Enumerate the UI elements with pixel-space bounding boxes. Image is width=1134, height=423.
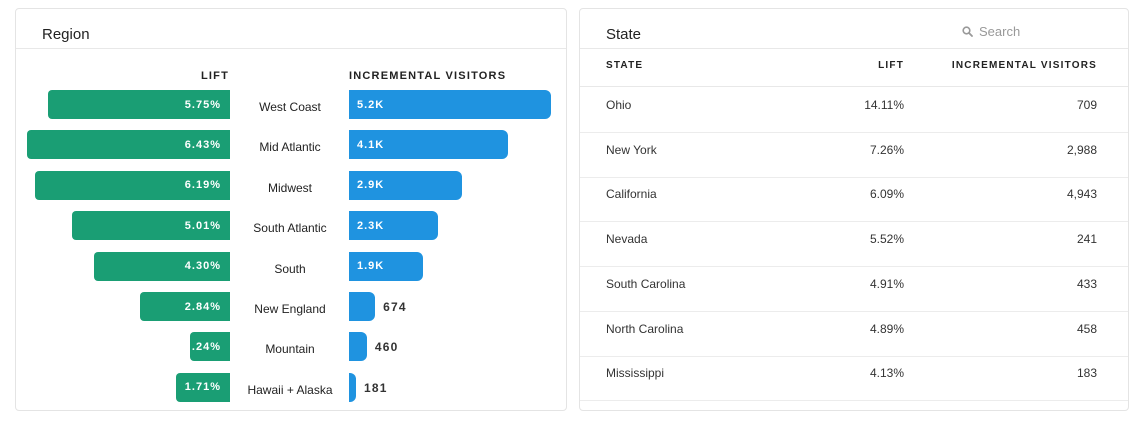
visitors-value-label: 2.3K — [357, 219, 385, 232]
visitors-bar[interactable]: 2.9K — [349, 170, 462, 200]
lift-cell: 7.26% — [869, 142, 904, 157]
region-row[interactable]: 6.43% Mid Atlantic 4.1K — [16, 130, 568, 160]
table-row[interactable]: Ohio 14.11% 709 — [580, 87, 1128, 133]
region-label: Midwest — [267, 180, 312, 195]
region-label: Hawaii + Alaska — [247, 382, 333, 397]
region-label: New England — [254, 302, 326, 316]
search-input[interactable]: Search — [962, 24, 1020, 39]
visitors-cell: 2,988 — [1066, 142, 1097, 157]
region-label: Mountain — [265, 342, 315, 357]
lift-bar[interactable]: 5.01% — [71, 211, 230, 241]
region-card: Region LIFT INCREMENTAL VISITORS 5.75% We… — [15, 8, 567, 411]
region-row[interactable]: 1.71% Hawaii + Alaska 181 — [16, 372, 568, 403]
region-label: West Coast — [259, 100, 321, 114]
state-card: State Search STATE LIFT INCREMENTAL VISI… — [579, 8, 1129, 411]
lift-value-label: 1.71% — [184, 381, 221, 394]
visitors-value-label: 674 — [383, 300, 407, 314]
visitors-cell: 4,943 — [1066, 187, 1097, 202]
table-row[interactable]: South Carolina 4.91% 433 — [580, 266, 1128, 312]
visitors-value-label: 181 — [364, 380, 388, 395]
lift-bar[interactable]: 2.84% — [140, 292, 230, 321]
visitors-bar[interactable]: 2.3K — [349, 211, 439, 241]
state-cell: Nevada — [606, 232, 648, 247]
visitors-cell: 709 — [1076, 98, 1097, 112]
visitors-bar[interactable] — [349, 292, 376, 321]
state-cell: California — [606, 187, 657, 202]
lift-cell: 4.91% — [869, 276, 904, 291]
lift-bar[interactable]: 4.30% — [94, 251, 230, 281]
state-cell: Mississippi — [606, 366, 665, 381]
table-row[interactable]: New York 7.26% 2,988 — [580, 132, 1128, 178]
region-label: Mid Atlantic — [259, 140, 321, 155]
lift-cell: 6.09% — [869, 187, 904, 202]
state-column-header[interactable]: STATE — [606, 60, 644, 71]
lift-value-label: 6.19% — [184, 179, 221, 192]
lift-value-label: 2.84% — [184, 300, 221, 313]
lift-cell: 14.11% — [864, 98, 904, 112]
lift-bar[interactable]: 6.19% — [34, 170, 230, 200]
lift-value-label: .24% — [191, 340, 221, 353]
region-row[interactable]: 5.75% West Coast 5.2K — [16, 90, 568, 120]
table-row[interactable]: Mississippi 4.13% 183 — [580, 355, 1128, 402]
region-label: South Atlantic — [253, 221, 327, 236]
lift-column-header[interactable]: LIFT — [878, 60, 904, 71]
region-row[interactable]: .24% Mountain 460 — [16, 332, 568, 362]
lift-value-label: 5.75% — [184, 98, 221, 111]
table-row[interactable]: North Carolina 4.89% 458 — [580, 311, 1128, 357]
lift-value-label: 5.01% — [184, 219, 221, 232]
visitors-bar[interactable] — [349, 372, 357, 402]
region-row[interactable]: 5.01% South Atlantic 2.3K — [16, 211, 568, 241]
lift-value-label: 6.43% — [184, 138, 221, 151]
state-title: State — [606, 26, 642, 43]
region-label: South — [274, 261, 306, 276]
lift-bar[interactable]: 5.75% — [48, 90, 230, 119]
visitors-cell: 183 — [1076, 366, 1097, 381]
lift-bar[interactable]: 6.43% — [27, 130, 230, 160]
state-cell: New York — [606, 142, 657, 157]
visitors-value-label: 5.2K — [357, 98, 385, 111]
visitors-cell: 458 — [1076, 321, 1097, 336]
visitors-bar[interactable]: 5.2K — [349, 90, 551, 119]
search-icon — [962, 26, 973, 37]
region-row[interactable]: 2.84% New England 674 — [16, 292, 568, 322]
lift-value-label: 4.30% — [184, 260, 221, 273]
table-row[interactable]: Nevada 5.52% 241 — [580, 221, 1128, 268]
visitors-bar[interactable]: 4.1K — [349, 130, 509, 160]
visitors-value-label: 2.9K — [357, 179, 385, 192]
visitors-value-label: 460 — [374, 340, 399, 355]
state-title-divider — [580, 48, 1128, 49]
lift-cell: 5.52% — [869, 232, 904, 247]
lift-cell: 4.13% — [869, 366, 904, 381]
lift-bar[interactable]: 1.71% — [176, 372, 230, 402]
lift-cell: 4.89% — [869, 321, 904, 336]
visitors-cell: 433 — [1076, 276, 1097, 291]
visitors-bar[interactable] — [349, 332, 367, 362]
search-placeholder: Search — [979, 24, 1021, 39]
table-row[interactable]: California 6.09% 4,943 — [580, 176, 1128, 223]
region-row[interactable]: 4.30% South 1.9K — [16, 251, 568, 282]
region-title-divider — [16, 48, 566, 49]
visitors-column-header[interactable]: INCREMENTAL VISITORS — [951, 60, 1097, 71]
visitors-bar[interactable]: 1.9K — [349, 251, 423, 281]
state-cell: Ohio — [606, 98, 632, 112]
visitors-cell: 241 — [1076, 232, 1097, 247]
visitors-column-header: INCREMENTAL VISITORS — [349, 70, 507, 82]
state-cell: South Carolina — [606, 276, 686, 291]
visitors-value-label: 4.1K — [357, 138, 385, 151]
visitors-value-label: 1.9K — [357, 260, 385, 273]
table-header-divider — [580, 86, 1128, 87]
region-row[interactable]: 6.19% Midwest 2.9K — [16, 170, 568, 201]
lift-column-header: LIFT — [201, 70, 230, 82]
lift-bar[interactable]: .24% — [190, 332, 230, 362]
region-title: Region — [42, 26, 90, 43]
state-cell: North Carolina — [606, 321, 684, 336]
